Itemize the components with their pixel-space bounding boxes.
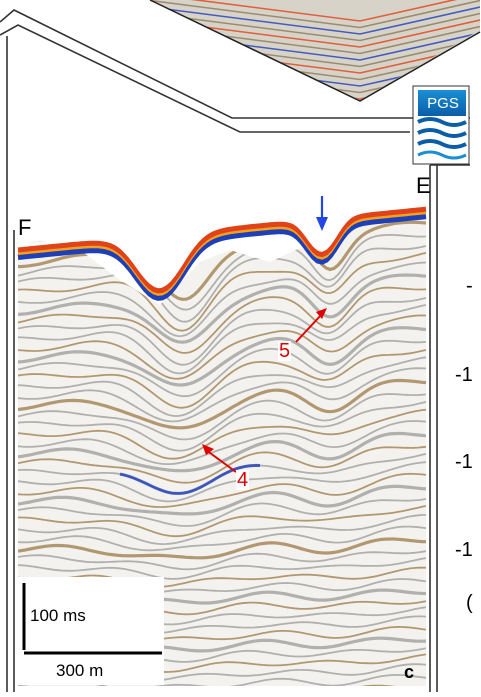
seismic-reflector bbox=[18, 401, 426, 452]
seismic-reflector bbox=[18, 408, 426, 460]
axis-fragment-1: - bbox=[466, 275, 473, 297]
seismic-reflector bbox=[18, 367, 426, 423]
pgs-logo-text: PGS bbox=[427, 95, 459, 112]
seismic-reflector bbox=[18, 286, 426, 354]
seismic-reflector bbox=[18, 378, 426, 430]
seismic-reflector bbox=[18, 461, 426, 503]
horizon-white bbox=[17, 204, 427, 288]
axis-fragment-2: -1 bbox=[455, 364, 473, 386]
seismic-reflector bbox=[18, 252, 426, 332]
horizon-orange bbox=[17, 210, 427, 296]
seismic-reflector bbox=[18, 484, 426, 516]
seismic-reflector bbox=[18, 273, 426, 344]
seismic-reflector bbox=[18, 550, 426, 571]
seismic-reflector bbox=[18, 393, 426, 441]
seismic-reflector bbox=[18, 557, 426, 580]
horizon-peak bbox=[17, 206, 427, 294]
annotation-4: 4 bbox=[236, 469, 250, 491]
frame-lines bbox=[0, 9, 470, 692]
pgs-logo bbox=[412, 85, 470, 165]
cube-stripe bbox=[150, 6, 480, 35]
seismic-reflector bbox=[18, 505, 426, 538]
seismic-reflector bbox=[18, 514, 426, 546]
seismic-blue-reflector bbox=[119, 463, 261, 495]
scale-distance-label: 300 m bbox=[56, 661, 104, 680]
seismic-reflector bbox=[18, 339, 426, 398]
seismic-reflector bbox=[18, 233, 426, 311]
seismic-reflector bbox=[18, 566, 426, 588]
annotation-5: 5 bbox=[278, 340, 292, 362]
annotation-arrows bbox=[202, 196, 328, 473]
arrow-5 bbox=[295, 313, 323, 343]
seismic-reflector bbox=[18, 245, 426, 323]
arrow-4 bbox=[205, 449, 237, 473]
seismic-reflector bbox=[18, 261, 426, 338]
seismic-reflector bbox=[18, 326, 426, 387]
seismic-reflector bbox=[18, 420, 426, 465]
seismic-reflector bbox=[18, 297, 426, 366]
seismic-reflector bbox=[18, 537, 426, 560]
scale-bar-lines bbox=[18, 577, 164, 685]
cube-edge bbox=[149, 0, 481, 102]
axis-fragment-4: -1 bbox=[455, 539, 473, 561]
seismic-reflector bbox=[18, 304, 426, 375]
blue-arrow-head bbox=[316, 217, 328, 231]
cube-stripe bbox=[150, 0, 480, 22]
seismic-reflector bbox=[18, 498, 426, 527]
horizon-trough bbox=[17, 213, 427, 301]
label-right-e: E bbox=[416, 173, 431, 198]
axis-fragment-5: ( bbox=[466, 592, 473, 614]
seismic-reflector bbox=[18, 525, 426, 552]
cube-stripe bbox=[150, 12, 480, 42]
seismic-reflector bbox=[18, 684, 426, 686]
scale-time-label: 100 ms bbox=[30, 606, 86, 625]
arrow-4-head bbox=[202, 444, 214, 455]
seismic-reflector bbox=[18, 356, 426, 417]
seismic-reflector bbox=[18, 349, 426, 409]
arrow-5-head bbox=[316, 308, 327, 319]
cube-stripe bbox=[150, 0, 480, 29]
panel-letter-c: c bbox=[404, 662, 415, 682]
cube-stripe bbox=[150, 19, 480, 48]
seismic-reflector bbox=[18, 314, 426, 380]
seismic-reflector bbox=[18, 472, 426, 508]
seismic-reflector bbox=[18, 445, 426, 484]
label-left-f: F bbox=[18, 215, 32, 240]
axis-fragment-3: -1 bbox=[455, 451, 473, 473]
